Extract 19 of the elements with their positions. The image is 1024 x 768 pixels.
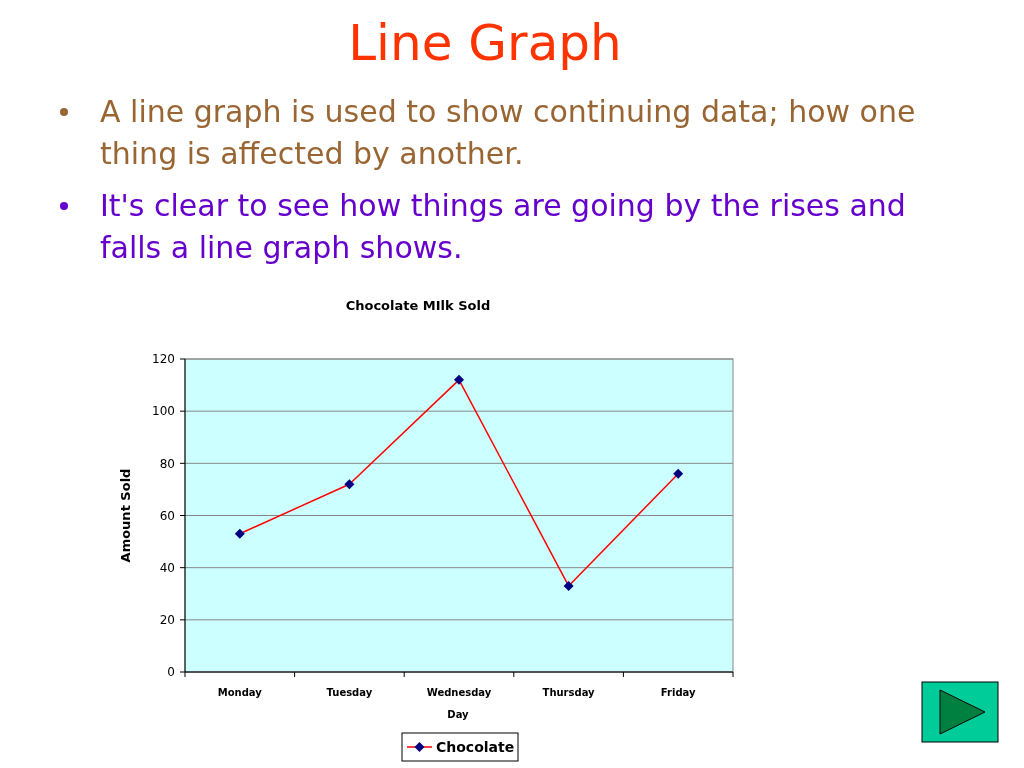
x-tick-label: Wednesday bbox=[426, 687, 492, 698]
y-tick-label: 40 bbox=[159, 560, 175, 575]
x-tick-label: Monday bbox=[217, 687, 263, 698]
text: It's clear to see how things are going by the rises and falls a line graph shows. bbox=[100, 188, 906, 265]
y-axis-title: Amount Sold bbox=[118, 468, 133, 563]
chart-title: Line Graph bbox=[348, 14, 622, 72]
x-tick-label: Tuesday bbox=[326, 687, 373, 698]
y-tick-label: 20 bbox=[159, 613, 175, 628]
text: A line graph is used to show continuing data; how one thing is affected by another. bbox=[100, 94, 916, 171]
x-tick-label: Friday bbox=[660, 687, 697, 698]
y-tick-label: 0 bbox=[167, 665, 175, 680]
x-tick-label: Thursday bbox=[542, 687, 596, 698]
legend-label: Chocolate bbox=[436, 739, 515, 755]
y-tick-label: 120 bbox=[152, 352, 175, 367]
chart-subtitle: Chocolate MIlk Sold bbox=[345, 298, 491, 313]
y-tick-label: 80 bbox=[159, 456, 175, 471]
x-axis-title: Day bbox=[447, 709, 470, 720]
y-tick-label: 100 bbox=[152, 404, 175, 419]
y-tick-label: 60 bbox=[159, 508, 175, 523]
